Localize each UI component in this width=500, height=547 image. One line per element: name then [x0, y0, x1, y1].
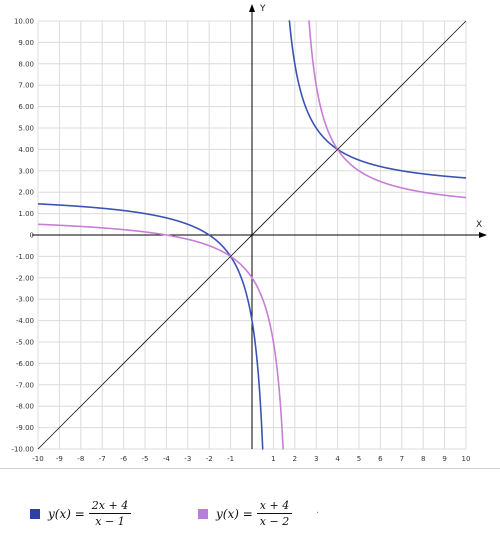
x-tick-label: -1 — [227, 455, 234, 463]
legend-equation-2: y(x) = x + 4 x − 2 — [216, 499, 293, 528]
y-tick-label: -4.00 — [16, 317, 34, 325]
x-tick-label: -6 — [120, 455, 128, 463]
x-tick-label: 10 — [462, 455, 471, 463]
fraction: x + 4 x − 2 — [256, 499, 293, 528]
y-tick-label: -7.00 — [16, 381, 34, 389]
x-tick-label: 3 — [314, 455, 318, 463]
y-axis-arrow — [249, 4, 255, 12]
x-tick-label: 4 — [335, 455, 340, 463]
y-tick-label: -8.00 — [16, 403, 34, 411]
numerator: x + 4 — [256, 499, 293, 514]
legend-swatch-2 — [198, 508, 208, 519]
series-line-1-branch-1 — [37, 203, 264, 450]
y-tick-label: -6.00 — [16, 360, 34, 368]
y-tick-label: 7.00 — [18, 82, 34, 90]
x-tick-label: -4 — [163, 455, 171, 463]
series-line-2-branch-2 — [308, 20, 467, 199]
y-tick-label: -2.00 — [16, 274, 34, 282]
x-tick-label: 2 — [293, 455, 297, 463]
x-tick-label: -5 — [142, 455, 149, 463]
y-axis-label: Y — [259, 4, 266, 14]
y-tick-label: 4.00 — [18, 146, 34, 154]
x-tick-label: 7 — [400, 455, 404, 463]
y-tick-label: 1.00 — [18, 210, 34, 218]
x-tick-label: 1 — [271, 455, 275, 463]
series-line-identity — [37, 20, 467, 450]
y-tick-label: -9.00 — [16, 424, 34, 432]
x-tick-label: -2 — [206, 455, 213, 463]
y-tick-label: 6.00 — [18, 103, 34, 111]
y-tick-label: 0 — [30, 232, 34, 240]
x-tick-label: -9 — [56, 455, 63, 463]
y-tick-label: -3.00 — [16, 296, 34, 304]
x-tick-label: 9 — [442, 455, 446, 463]
series-line-1-branch-2 — [288, 20, 467, 179]
x-tick-label: -7 — [99, 455, 106, 463]
equation-prefix: y(x) = — [48, 506, 85, 521]
legend-swatch-1 — [30, 508, 40, 519]
y-tick-label: 2.00 — [18, 189, 34, 197]
legend-dot: . — [316, 505, 320, 516]
equation-prefix: y(x) = — [216, 506, 253, 521]
legend-equation-1: y(x) = 2x + 4 x − 1 — [48, 499, 132, 528]
y-tick-label: -1.00 — [16, 253, 34, 261]
plot-area: YX -10 -9 -8 -7 -6 -5 -4 -3 -2 -1 1 2 3 4 5 6 7 8 9 1010.00… — [11, 4, 487, 464]
x-tick-label: 6 — [378, 455, 383, 463]
x-tick-label: -8 — [77, 455, 84, 463]
y-tick-label: 8.00 — [18, 60, 34, 68]
legend-item-2: y(x) = x + 4 x − 2 — [198, 499, 293, 528]
x-axis-label: X — [476, 220, 482, 230]
x-tick-label: -10 — [32, 455, 43, 463]
y-tick-label: 5.00 — [18, 125, 34, 133]
y-tick-label: 3.00 — [18, 167, 34, 175]
numerator: 2x + 4 — [88, 499, 132, 514]
denominator: x − 2 — [259, 515, 290, 528]
x-axis-arrow — [479, 232, 487, 238]
x-tick-label: 5 — [357, 455, 361, 463]
tick-labels: -10 -9 -8 -7 -6 -5 -4 -3 -2 -1 1 2 3 4 5 6 7 8 9 10 10.00 9.0… — [11, 18, 470, 464]
axes: YX — [32, 4, 487, 449]
y-tick-label: 9.00 — [18, 39, 34, 47]
x-tick-label: -3 — [184, 455, 191, 463]
y-tick-label: -5.00 — [16, 339, 34, 347]
series-line-2-branch-1 — [37, 223, 285, 450]
fraction: 2x + 4 x − 1 — [88, 499, 132, 528]
y-tick-label: 10.00 — [14, 18, 34, 26]
legend-item-1: y(x) = 2x + 4 x − 1 — [30, 499, 132, 528]
x-tick-label: 8 — [421, 455, 425, 463]
legend: y(x) = 2x + 4 x − 1 y(x) = x + 4 x − 2 . — [0, 468, 500, 547]
y-tick-label: -10.00 — [11, 446, 34, 454]
curves — [37, 20, 467, 450]
denominator: x − 1 — [95, 515, 125, 528]
